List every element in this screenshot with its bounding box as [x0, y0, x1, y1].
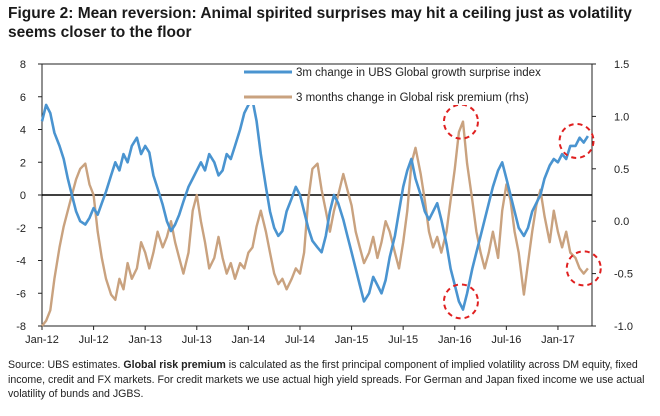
x-tick-label: Jul-13 [182, 334, 212, 346]
source-rest: is calculated as the first principal com… [8, 359, 645, 400]
right-tick-label: 1.0 [614, 111, 629, 123]
x-axis-ticks: Jan-12 Jul-12 Jan-13 Jul-13 Jan-14 Jul-14 Jan-… [25, 326, 575, 346]
legend: 3m change in UBS Global growth surprise … [238, 66, 568, 105]
right-tick-label: 1.5 [614, 59, 629, 71]
left-tick-label: 0 [20, 190, 26, 202]
right-tick-label: 0.5 [614, 164, 629, 176]
chart-svg: 8 6 4 2 0 -2 -4 -6 -8 1.5 1.0 0.5 0.0 -0.5 -1.0 Jan-1… [16, 59, 633, 346]
left-tick-label: -6 [16, 288, 26, 300]
left-tick-label: 8 [20, 59, 26, 71]
x-tick-label: Jan-13 [128, 334, 162, 346]
x-tick-label: Jan-12 [25, 334, 59, 346]
left-tick-label: -2 [16, 223, 26, 235]
growth-surprise-line [40, 98, 589, 311]
left-axis-ticks: 8 6 4 2 0 -2 -4 -6 -8 [16, 59, 42, 333]
left-tick-label: 4 [20, 125, 26, 137]
legend-bg [238, 66, 568, 80]
dashed-circle-annotation [442, 283, 479, 320]
right-axis-ticks: 1.5 1.0 0.5 0.0 -0.5 -1.0 [592, 59, 633, 333]
right-tick-label: 0.0 [614, 216, 629, 228]
source-prefix: Source: UBS estimates. [8, 359, 124, 371]
series-lines [40, 98, 589, 327]
x-tick-label: Jan-14 [232, 334, 266, 346]
source-bold-term: Global risk premium [123, 359, 226, 371]
legend-label: 3 months change in Global risk premium (… [296, 92, 529, 104]
right-tick-label: -1.0 [614, 321, 633, 333]
x-tick-label: Jul-14 [285, 334, 315, 346]
x-tick-label: Jul-12 [79, 334, 109, 346]
x-tick-label: Jan-17 [541, 334, 575, 346]
dashed-circle-annotation [565, 250, 602, 287]
legend-bg [238, 91, 568, 105]
left-tick-label: -4 [16, 256, 26, 268]
x-tick-label: Jan-15 [335, 334, 369, 346]
x-tick-label: Jul-16 [491, 334, 521, 346]
x-tick-label: Jan-16 [438, 334, 472, 346]
right-tick-label: -0.5 [614, 269, 633, 281]
source-note: Source: UBS estimates. Global risk premi… [8, 358, 652, 402]
legend-label: 3m change in UBS Global growth surprise … [296, 67, 541, 79]
left-tick-label: 6 [20, 92, 26, 104]
left-tick-label: -8 [16, 321, 26, 333]
dashed-circle-annotation [442, 103, 479, 140]
x-tick-label: Jul-15 [388, 334, 418, 346]
left-tick-label: 2 [20, 157, 26, 169]
figure-title: Figure 2: Mean reversion: Animal spirite… [8, 5, 632, 41]
risk-premium-line [41, 120, 589, 327]
